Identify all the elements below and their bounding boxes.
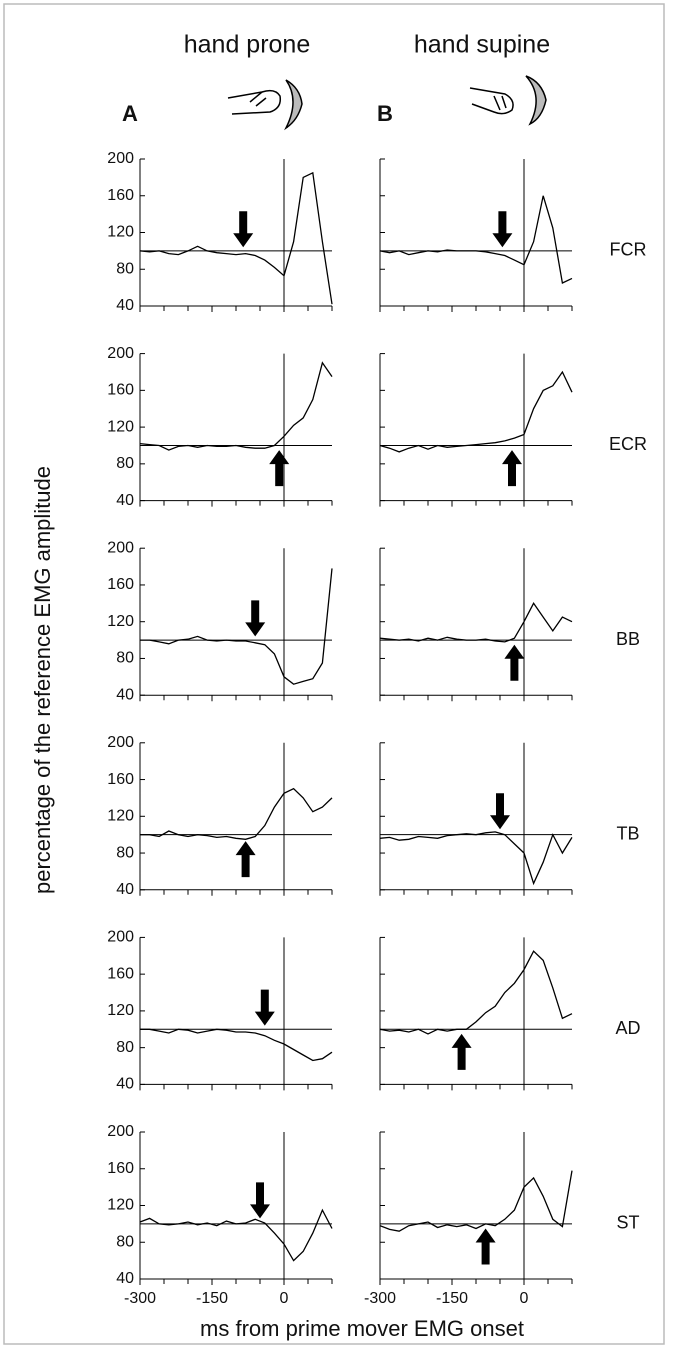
y-tick-label: 160 (107, 771, 134, 788)
x-tick-label: -300 (124, 1290, 156, 1307)
muscle-label: BB (616, 629, 640, 649)
y-tick-label: 40 (116, 1270, 134, 1287)
y-tick-label: 200 (107, 929, 134, 946)
y-tick-label: 80 (116, 650, 134, 667)
column-title: hand supine (414, 31, 550, 59)
onset-arrow (250, 1182, 270, 1219)
hand-icon (469, 75, 547, 126)
muscle-label: TB (616, 823, 639, 843)
emg-trace (139, 171, 333, 305)
emg-trace (140, 568, 333, 685)
frame (3, 3, 665, 1345)
onset-arrow (254, 989, 275, 1026)
y-tick-label: 80 (116, 1233, 134, 1250)
onset-arrow (475, 1228, 496, 1265)
onset-arrow (233, 211, 254, 248)
x-tick-label: -300 (364, 1290, 396, 1307)
y-tick-label: 120 (107, 808, 134, 825)
y-tick-label: 160 (107, 576, 134, 593)
onset-arrow (451, 1033, 472, 1070)
onset-arrow (235, 841, 256, 878)
y-tick-label: 160 (107, 965, 134, 982)
emg-trace (379, 370, 573, 453)
y-tick-label: 80 (116, 1039, 134, 1056)
emg-trace (379, 602, 573, 643)
muscle-label: ST (616, 1213, 639, 1233)
emg-trace (140, 787, 333, 840)
y-tick-label: 40 (116, 1076, 134, 1093)
emg-trace (140, 1028, 333, 1062)
panel-label: B (377, 101, 393, 126)
y-tick-label: 160 (107, 382, 134, 399)
y-tick-label: 80 (116, 844, 134, 861)
emg-trace (379, 950, 573, 1035)
y-tick-label: 40 (116, 297, 134, 314)
y-tick-label: 40 (116, 881, 134, 898)
onset-arrow (245, 600, 266, 637)
y-tick-label: 200 (107, 345, 134, 362)
muscle-label: ECR (609, 434, 647, 454)
y-tick-label: 200 (107, 1123, 134, 1140)
y-tick-label: 160 (107, 187, 134, 204)
muscle-label: FCR (610, 240, 647, 260)
emg-trace (139, 361, 333, 451)
y-tick-label: 120 (107, 224, 134, 241)
y-tick-label: 200 (107, 539, 134, 556)
y-tick-label: 160 (107, 1160, 134, 1177)
onset-arrow (269, 450, 290, 487)
y-tick-label: 40 (116, 686, 134, 703)
onset-arrow (504, 644, 525, 681)
x-tick-label: 0 (520, 1290, 529, 1307)
hand-icon (227, 79, 303, 131)
emg-trace (139, 1208, 333, 1262)
muscle-label: AD (615, 1018, 640, 1038)
x-tick-label: -150 (436, 1290, 468, 1307)
onset-arrow (492, 211, 513, 248)
emg-trace (379, 831, 573, 886)
onset-arrow (502, 450, 522, 487)
y-tick-label: 80 (116, 455, 134, 472)
x-axis-label: ms from prime mover EMG onset (200, 1316, 524, 1341)
y-tick-label: 120 (107, 613, 134, 630)
emg-trace (379, 195, 573, 284)
y-tick-label: 120 (107, 1197, 134, 1214)
y-tick-label: 120 (107, 1002, 134, 1019)
y-axis-label: percentage of the reference EMG amplitud… (30, 466, 55, 894)
y-tick-label: 80 (116, 260, 134, 277)
panel-label: A (122, 101, 138, 126)
column-title: hand prone (184, 31, 311, 59)
x-tick-label: -150 (196, 1290, 228, 1307)
onset-arrow (490, 793, 510, 830)
y-tick-label: 120 (107, 418, 134, 435)
y-tick-label: 200 (107, 150, 134, 167)
x-tick-label: 0 (280, 1290, 289, 1307)
emg-trace (379, 1170, 573, 1232)
y-tick-label: 40 (116, 492, 134, 509)
y-tick-label: 200 (107, 734, 134, 751)
